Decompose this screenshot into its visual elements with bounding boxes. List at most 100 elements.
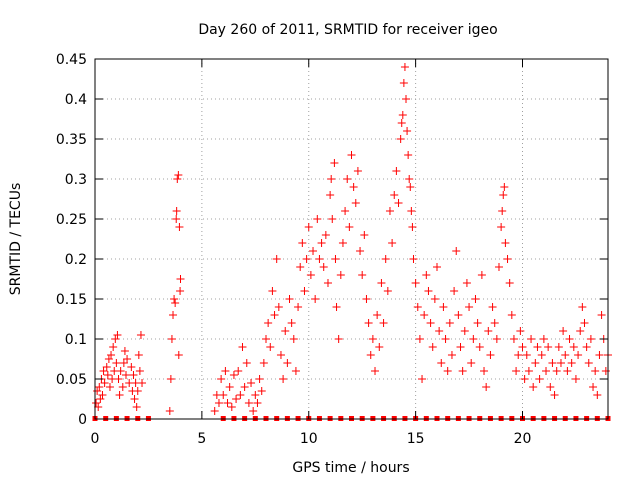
data-point bbox=[535, 375, 544, 383]
data-point bbox=[556, 359, 565, 367]
data-point bbox=[309, 247, 318, 255]
x-tick-label: 5 bbox=[197, 431, 206, 447]
y-axis-label: SRMTID / TECUs bbox=[8, 183, 24, 296]
data-point bbox=[452, 247, 461, 255]
data-point bbox=[482, 383, 491, 391]
data-point bbox=[321, 231, 330, 239]
data-point bbox=[475, 343, 484, 351]
y-tick-label: 0.2 bbox=[65, 252, 87, 268]
data-point bbox=[274, 303, 283, 311]
data-point bbox=[407, 207, 416, 215]
data-point bbox=[296, 263, 305, 271]
data-point bbox=[112, 359, 121, 367]
data-point bbox=[313, 215, 322, 223]
data-point bbox=[364, 319, 373, 327]
data-point bbox=[234, 367, 243, 375]
data-point bbox=[548, 359, 557, 367]
data-point bbox=[358, 271, 367, 279]
data-point bbox=[601, 367, 610, 375]
data-point bbox=[138, 379, 147, 387]
data-point bbox=[447, 351, 456, 359]
data-point bbox=[565, 335, 574, 343]
data-point bbox=[242, 359, 251, 367]
data-point bbox=[426, 319, 435, 327]
data-point bbox=[458, 367, 467, 375]
x-tick-label: 0 bbox=[91, 431, 100, 447]
data-point bbox=[576, 327, 585, 335]
data-point bbox=[439, 303, 448, 311]
data-point bbox=[406, 183, 415, 191]
data-point bbox=[514, 351, 523, 359]
y-tick-label: 0.25 bbox=[56, 212, 87, 228]
data-point bbox=[238, 343, 247, 351]
data-point bbox=[268, 287, 277, 295]
data-point bbox=[315, 255, 324, 263]
data-point bbox=[317, 239, 326, 247]
data-point bbox=[554, 343, 563, 351]
data-point bbox=[381, 255, 390, 263]
data-point bbox=[531, 359, 540, 367]
data-point bbox=[341, 207, 350, 215]
data-point bbox=[336, 271, 345, 279]
data-point bbox=[494, 263, 503, 271]
data-point bbox=[492, 335, 501, 343]
grid-layer bbox=[95, 59, 608, 419]
data-point bbox=[480, 367, 489, 375]
data-point bbox=[330, 159, 339, 167]
data-point bbox=[524, 367, 533, 375]
y-tick-label: 0.45 bbox=[56, 52, 87, 68]
data-point bbox=[595, 351, 604, 359]
data-point bbox=[347, 151, 356, 159]
data-point bbox=[306, 271, 315, 279]
data-point bbox=[266, 343, 275, 351]
data-point bbox=[130, 395, 139, 403]
data-point bbox=[174, 351, 183, 359]
data-point bbox=[497, 223, 506, 231]
data-point bbox=[172, 207, 181, 215]
data-point bbox=[582, 343, 591, 351]
data-point bbox=[586, 335, 595, 343]
data-point bbox=[327, 175, 336, 183]
y-tick-label: 0.3 bbox=[65, 172, 87, 188]
data-point bbox=[229, 371, 238, 379]
data-point bbox=[240, 383, 249, 391]
data-point bbox=[522, 351, 531, 359]
data-point bbox=[498, 207, 507, 215]
data-point bbox=[409, 255, 418, 263]
data-point bbox=[102, 363, 111, 371]
data-point bbox=[343, 175, 352, 183]
chart-title: Day 260 of 2011, SRMTID for receiver ige… bbox=[198, 22, 497, 38]
data-point bbox=[375, 343, 384, 351]
data-point bbox=[291, 367, 300, 375]
data-point bbox=[127, 363, 136, 371]
data-point bbox=[244, 399, 253, 407]
data-point bbox=[121, 371, 130, 379]
data-point bbox=[95, 383, 104, 391]
data-point bbox=[399, 79, 408, 87]
data-point bbox=[227, 403, 236, 411]
data-point bbox=[403, 127, 412, 135]
data-point bbox=[118, 383, 127, 391]
data-point bbox=[103, 371, 112, 379]
data-point bbox=[385, 207, 394, 215]
y-tick-label: 0.05 bbox=[56, 372, 87, 388]
data-point bbox=[169, 311, 178, 319]
data-point bbox=[469, 335, 478, 343]
data-point bbox=[135, 367, 144, 375]
data-point bbox=[445, 319, 454, 327]
data-point bbox=[402, 95, 411, 103]
data-point bbox=[300, 287, 309, 295]
data-point bbox=[569, 343, 578, 351]
data-point bbox=[362, 295, 371, 303]
data-point bbox=[98, 391, 107, 399]
data-point bbox=[456, 343, 465, 351]
data-point bbox=[283, 359, 292, 367]
data-point bbox=[253, 399, 262, 407]
data-point bbox=[400, 63, 409, 71]
data-point bbox=[415, 335, 424, 343]
x-tick-label: 15 bbox=[407, 431, 425, 447]
data-point bbox=[349, 183, 358, 191]
data-point bbox=[279, 375, 288, 383]
data-point bbox=[302, 255, 311, 263]
